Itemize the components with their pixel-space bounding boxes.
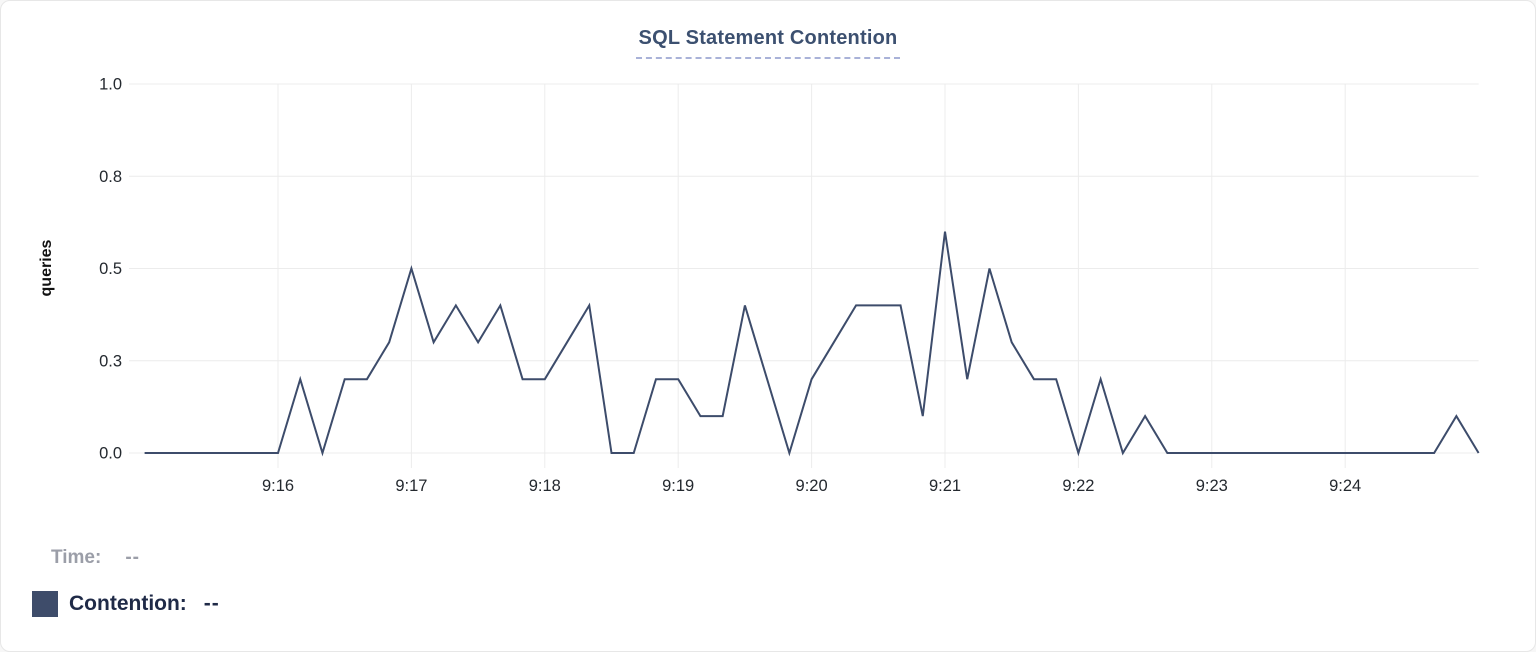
x-axis-tick-label: 9:22 bbox=[1062, 477, 1094, 495]
hover-time-value: -- bbox=[125, 547, 140, 568]
x-axis-tick-label: 9:20 bbox=[796, 477, 828, 495]
contention-series-line bbox=[144, 231, 1480, 457]
contention-series-swatch bbox=[32, 591, 58, 617]
x-axis-tick-label: 9:19 bbox=[662, 477, 694, 495]
chart-title[interactable]: SQL Statement Contention bbox=[635, 27, 901, 59]
hover-time-row: Time: -- bbox=[51, 547, 140, 569]
y-axis-tick-label: 0.3 bbox=[99, 352, 122, 370]
x-axis-tick-label: 9:18 bbox=[529, 477, 561, 495]
y-axis-tick-label: 0.8 bbox=[99, 168, 122, 186]
legend-contention-row: Contention: -- bbox=[32, 591, 220, 617]
x-axis-tick-label: 9:16 bbox=[262, 477, 294, 495]
x-axis-tick-label: 9:24 bbox=[1329, 477, 1361, 495]
contention-line-chart[interactable]: 1.0 0.8 0.5 0.3 0.0 9:16 9:17 9:18 9:19 9:20 9:21 9… bbox=[1, 1, 1536, 521]
chart-header: SQL Statement Contention bbox=[1, 27, 1535, 59]
x-axis-tick-label: 9:23 bbox=[1196, 477, 1228, 495]
x-axis-tick-label: 9:21 bbox=[929, 477, 961, 495]
y-axis-tick-label: 0.0 bbox=[99, 445, 122, 463]
legend-contention-label: Contention: bbox=[69, 592, 187, 615]
x-axis-tick-label: 9:17 bbox=[395, 477, 427, 495]
hover-time-label: Time: bbox=[51, 547, 102, 568]
y-axis-tick-label: 0.5 bbox=[99, 260, 122, 278]
legend-contention-value: -- bbox=[203, 592, 220, 615]
y-axis-tick-label: 1.0 bbox=[99, 76, 122, 94]
